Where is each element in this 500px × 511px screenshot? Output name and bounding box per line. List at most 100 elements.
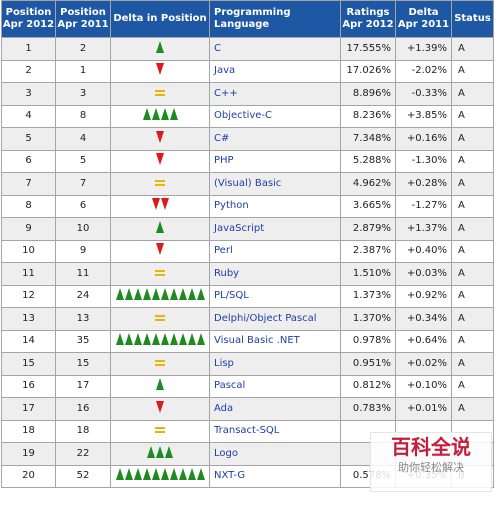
arrow-down-icon	[160, 198, 169, 211]
delta-arrows	[155, 427, 165, 434]
arrow-up-icon	[115, 468, 124, 481]
cell-delta-in-position	[110, 262, 210, 286]
cell-ratings-2012: 7.348%	[340, 127, 396, 151]
cell-language-link[interactable]: Lisp	[209, 352, 341, 376]
arrow-up-icon	[178, 333, 187, 346]
cell-delta-in-position	[110, 104, 210, 128]
tiobe-index-table: Position Apr 2012 Position Apr 2011 Delt…	[1, 0, 494, 488]
cell-status: A	[451, 374, 494, 398]
cell-position-2012: 18	[1, 419, 56, 443]
cell-delta-in-position	[110, 149, 210, 173]
cell-position-2012: 10	[1, 239, 56, 263]
cell-position-2011: 11	[55, 262, 111, 286]
cell-delta-2011: +0.28%	[395, 172, 452, 196]
header-delta-2011: Delta Apr 2011	[395, 0, 452, 38]
cell-language-link[interactable]: PHP	[209, 149, 341, 173]
equal-icon	[155, 89, 165, 96]
arrow-up-icon	[196, 333, 205, 346]
cell-language-link[interactable]: Java	[209, 59, 341, 83]
arrow-up-icon	[187, 468, 196, 481]
cell-language-link[interactable]: C#	[209, 127, 341, 151]
cell-position-2012: 12	[1, 284, 56, 308]
delta-arrows	[151, 198, 169, 211]
cell-ratings-2012: 17.555%	[340, 37, 396, 61]
arrow-up-icon	[142, 288, 151, 301]
cell-delta-2011: +0.02%	[395, 352, 452, 376]
arrow-up-icon	[160, 288, 169, 301]
cell-language-link[interactable]: Delphi/Object Pascal	[209, 307, 341, 331]
cell-delta-in-position	[110, 419, 210, 443]
cell-position-2011: 16	[55, 397, 111, 421]
arrow-up-icon	[160, 468, 169, 481]
table-row: 16 17 Pascal 0.812% +0.10% A	[1, 374, 494, 398]
arrow-up-icon	[160, 108, 169, 121]
delta-arrows	[115, 288, 205, 301]
cell-language-link[interactable]: Ruby	[209, 262, 341, 286]
cell-ratings-2012: 5.288%	[340, 149, 396, 173]
equal-icon	[155, 314, 165, 321]
cell-position-2012: 4	[1, 104, 56, 128]
cell-position-2012: 15	[1, 352, 56, 376]
cell-language-link[interactable]: C	[209, 37, 341, 61]
cell-language-link[interactable]: JavaScript	[209, 217, 341, 241]
cell-status: A	[451, 239, 494, 263]
cell-language-link[interactable]: (Visual) Basic	[209, 172, 341, 196]
cell-position-2012: 7	[1, 172, 56, 196]
arrow-up-icon	[124, 288, 133, 301]
arrow-up-icon	[156, 445, 164, 458]
cell-position-2012: 17	[1, 397, 56, 421]
cell-language-link[interactable]: C++	[209, 82, 341, 106]
cell-language-link[interactable]: Visual Basic .NET	[209, 329, 341, 353]
cell-language-link[interactable]: Perl	[209, 239, 341, 263]
cell-position-2012: 19	[1, 442, 56, 466]
table-row: 12 24 PL/SQL 1.373% +0.92% A	[1, 284, 494, 308]
cell-delta-2011: +1.39%	[395, 37, 452, 61]
table-body: 1 2 C 17.555% +1.39% A 2 1 Java 17.026% -2.02% A 3 3 C…	[1, 37, 494, 488]
cell-delta-2011: +0.40%	[395, 239, 452, 263]
header-status: Status	[451, 0, 494, 38]
cell-delta-in-position	[110, 82, 210, 106]
equal-icon	[155, 427, 165, 434]
table-row: 4 8 Objective-C 8.236% +3.85% A	[1, 104, 494, 128]
cell-language-link[interactable]: Pascal	[209, 374, 341, 398]
arrow-up-icon	[142, 333, 151, 346]
cell-status: A	[451, 284, 494, 308]
delta-arrows	[156, 400, 164, 413]
delta-arrows	[115, 468, 205, 481]
arrow-up-icon	[169, 108, 178, 121]
cell-position-2011: 17	[55, 374, 111, 398]
cell-language-link[interactable]: Transact-SQL	[209, 419, 341, 443]
table-row: 6 5 PHP 5.288% -1.30% A	[1, 149, 494, 173]
arrow-up-icon	[124, 333, 133, 346]
cell-ratings-2012: 1.373%	[340, 284, 396, 308]
cell-status: A	[451, 352, 494, 376]
cell-ratings-2012: 1.510%	[340, 262, 396, 286]
delta-arrows	[155, 359, 165, 366]
cell-language-link[interactable]: Objective-C	[209, 104, 341, 128]
cell-position-2011: 15	[55, 352, 111, 376]
arrow-up-icon	[169, 288, 178, 301]
arrow-up-icon	[142, 108, 151, 121]
cell-position-2011: 7	[55, 172, 111, 196]
cell-position-2011: 5	[55, 149, 111, 173]
cell-delta-2011: +1.37%	[395, 217, 452, 241]
table-row: 9 10 JavaScript 2.879% +1.37% A	[1, 217, 494, 241]
table-row: 14 35 Visual Basic .NET 0.978% +0.64% A	[1, 329, 494, 353]
cell-ratings-2012: 2.387%	[340, 239, 396, 263]
cell-language-link[interactable]: PL/SQL	[209, 284, 341, 308]
cell-ratings-2012: 0.951%	[340, 352, 396, 376]
cell-ratings-2012: 1.370%	[340, 307, 396, 331]
cell-delta-in-position	[110, 127, 210, 151]
cell-delta-2011: +0.10%	[395, 374, 452, 398]
cell-language-link[interactable]: Python	[209, 194, 341, 218]
cell-language-link[interactable]: Logo	[209, 442, 341, 466]
table-row: 2 1 Java 17.026% -2.02% A	[1, 59, 494, 83]
cell-position-2011: 1	[55, 59, 111, 83]
cell-ratings-2012: 3.665%	[340, 194, 396, 218]
cell-position-2012: 14	[1, 329, 56, 353]
cell-position-2011: 22	[55, 442, 111, 466]
cell-language-link[interactable]: Ada	[209, 397, 341, 421]
cell-position-2011: 24	[55, 284, 111, 308]
cell-language-link[interactable]: NXT-G	[209, 464, 341, 488]
cell-position-2011: 18	[55, 419, 111, 443]
